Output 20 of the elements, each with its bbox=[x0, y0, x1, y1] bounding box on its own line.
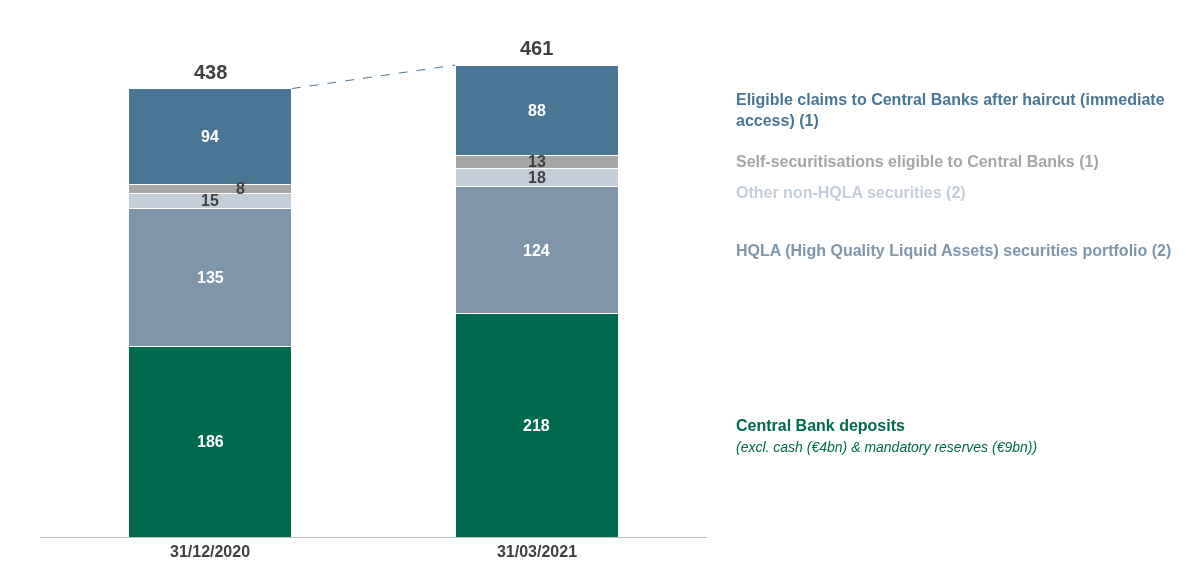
text: Eligible claims to Central Banks after haircut (immediate access) (1) bbox=[736, 91, 1165, 129]
data-label: 218 bbox=[523, 417, 550, 434]
data-label: 124 bbox=[523, 242, 550, 259]
data-label: 13 bbox=[528, 153, 546, 170]
x-tick-label: 31/03/2021 bbox=[496, 543, 578, 561]
data-label: 8 bbox=[236, 180, 245, 197]
text: HQLA (High Quality Liquid Assets) securities portfolio (2) bbox=[736, 242, 1172, 259]
total-label: 438 bbox=[194, 61, 228, 83]
total-label: 461 bbox=[520, 37, 554, 59]
text: (excl. cash (€4bn) & mandatory reserves (€9bn)) bbox=[736, 439, 1038, 455]
data-label: 18 bbox=[528, 169, 546, 186]
data-label: 186 bbox=[197, 433, 224, 450]
text: Other non-HQLA securities (2) bbox=[736, 184, 966, 201]
data-label: 94 bbox=[201, 128, 219, 145]
text: Central Bank deposits bbox=[736, 417, 906, 434]
data-label: 15 bbox=[201, 192, 219, 209]
text: Self-securitisations eligible to Central Banks (1) bbox=[736, 153, 1099, 170]
data-label: 88 bbox=[528, 102, 546, 119]
x-tick-label: 31/12/2020 bbox=[169, 543, 251, 561]
data-label: 135 bbox=[197, 269, 224, 286]
